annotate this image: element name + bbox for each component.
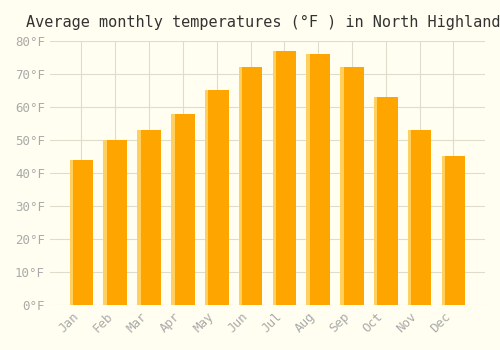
Bar	[171, 113, 174, 305]
Bar	[306, 54, 330, 305]
Bar	[70, 160, 94, 305]
Bar	[306, 54, 310, 305]
Bar	[104, 140, 127, 305]
Bar	[340, 67, 344, 305]
Bar	[340, 67, 364, 305]
Bar	[442, 156, 465, 305]
Bar	[272, 51, 296, 305]
Bar	[272, 51, 276, 305]
Bar	[374, 97, 378, 305]
Bar	[104, 140, 107, 305]
Bar	[138, 130, 161, 305]
Bar	[238, 67, 242, 305]
Bar	[138, 130, 141, 305]
Bar	[238, 67, 262, 305]
Title: Average monthly temperatures (°F ) in North Highlands: Average monthly temperatures (°F ) in No…	[26, 15, 500, 30]
Bar	[205, 90, 208, 305]
Bar	[70, 160, 73, 305]
Bar	[171, 113, 194, 305]
Bar	[205, 90, 229, 305]
Bar	[374, 97, 398, 305]
Bar	[408, 130, 412, 305]
Bar	[442, 156, 445, 305]
Bar	[408, 130, 432, 305]
